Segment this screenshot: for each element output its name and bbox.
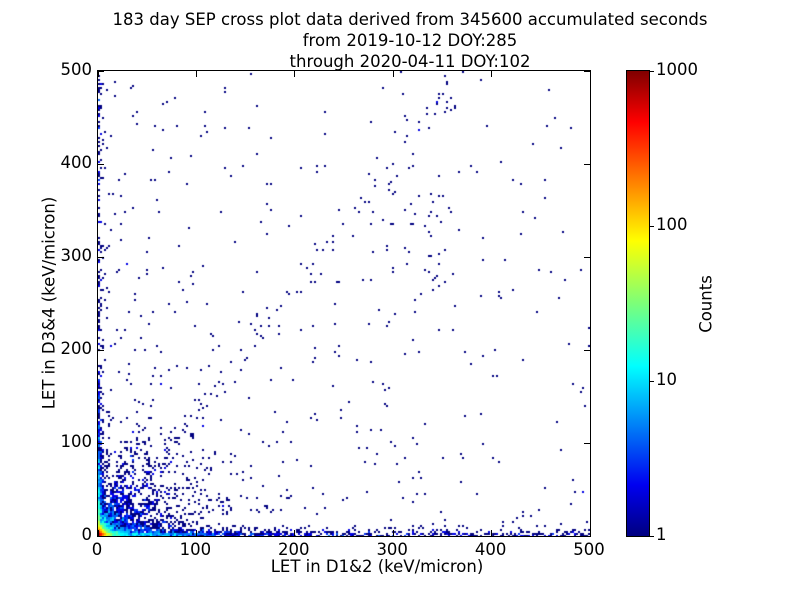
x-tick-label: 200 <box>278 540 310 559</box>
x-major-tick <box>195 530 197 536</box>
x-tick-label: 500 <box>573 540 605 559</box>
y-tick-label: 400 <box>60 153 93 172</box>
x-tick-label: 300 <box>376 540 408 559</box>
colorbar-tick-label: 100 <box>656 215 688 234</box>
x-major-tick <box>294 530 296 536</box>
x-tick-label: 100 <box>179 540 212 559</box>
y-major-tick <box>98 256 104 258</box>
x-major-tick <box>392 530 394 536</box>
colorbar-tick <box>649 535 654 537</box>
y-major-tick <box>98 70 104 72</box>
colorbar <box>626 70 654 537</box>
colorbar-tick <box>649 225 654 227</box>
y-major-tick-right <box>584 349 590 351</box>
colorbar-tick-label: 10 <box>656 370 677 389</box>
x-major-tick-top <box>491 71 493 77</box>
x-tick-label: 400 <box>474 540 507 559</box>
x-major-tick-top <box>589 71 591 77</box>
y-major-tick <box>98 442 104 444</box>
y-major-tick <box>98 535 104 537</box>
y-tick-label: 300 <box>60 246 93 265</box>
chart-title-line-2: from 2019-10-12 DOY:285 <box>302 31 518 50</box>
x-major-tick-top <box>392 71 394 77</box>
x-axis-label: LET in D1&2 (keV/micron) <box>270 557 484 576</box>
y-major-tick-right <box>584 256 590 258</box>
x-major-tick-top <box>97 71 99 77</box>
colorbar-tick-label: 1000 <box>656 60 698 79</box>
y-tick-label: 100 <box>60 432 93 451</box>
y-tick-label: 500 <box>60 60 93 79</box>
y-major-tick-right <box>584 163 590 165</box>
colorbar-tick <box>649 70 654 72</box>
y-tick-label: 0 <box>81 525 93 544</box>
x-major-tick-top <box>195 71 197 77</box>
colorbar-tick-label: 1 <box>656 525 667 544</box>
plot-area <box>97 70 591 537</box>
chart-title-line-3: through 2020-04-11 DOY:102 <box>289 52 531 71</box>
y-major-tick-right <box>584 442 590 444</box>
y-major-tick <box>98 349 104 351</box>
x-major-tick <box>589 530 591 536</box>
y-tick-label: 200 <box>60 339 93 358</box>
x-tick-label: 0 <box>91 540 103 559</box>
scatter-density-canvas <box>98 71 590 536</box>
y-major-tick-right <box>584 535 590 537</box>
x-major-tick <box>97 530 99 536</box>
x-major-tick-top <box>294 71 296 77</box>
colorbar-label: Counts <box>696 275 716 333</box>
x-major-tick <box>491 530 493 536</box>
chart-title: 183 day SEP cross plot data derived from… <box>100 9 720 72</box>
y-major-tick-right <box>584 70 590 72</box>
chart-title-line-1: 183 day SEP cross plot data derived from… <box>112 10 708 29</box>
colorbar-tick <box>649 380 654 382</box>
y-axis-label: LET in D3&4 (keV/micron) <box>39 196 59 410</box>
y-major-tick <box>98 163 104 165</box>
